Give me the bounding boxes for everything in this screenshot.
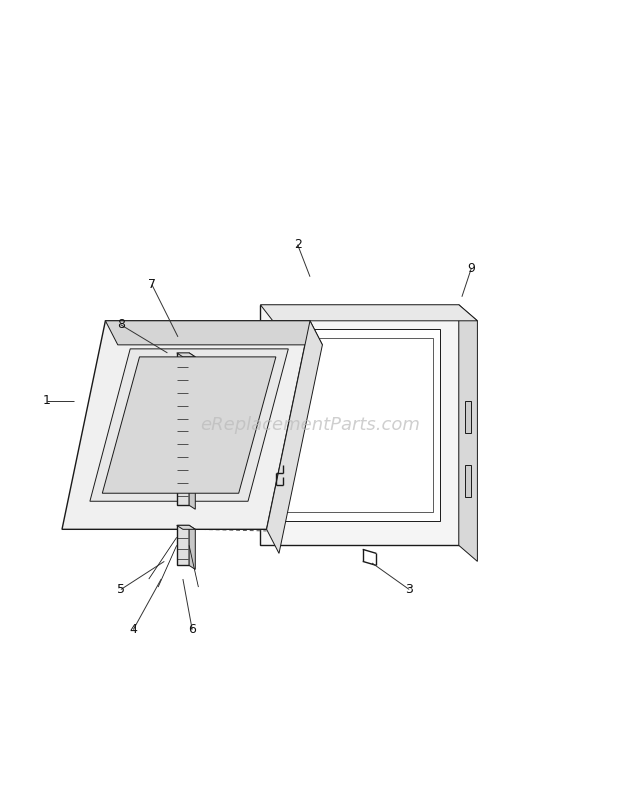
Polygon shape <box>267 321 322 553</box>
Text: 9: 9 <box>467 262 475 275</box>
Polygon shape <box>465 465 471 497</box>
Polygon shape <box>279 329 440 521</box>
Polygon shape <box>177 525 189 565</box>
Polygon shape <box>105 321 322 345</box>
Polygon shape <box>260 305 477 321</box>
Text: 5: 5 <box>117 583 125 596</box>
Polygon shape <box>189 353 195 509</box>
Polygon shape <box>177 353 195 357</box>
Text: 1: 1 <box>43 395 50 407</box>
Text: 2: 2 <box>294 238 301 251</box>
Polygon shape <box>177 353 189 505</box>
Polygon shape <box>260 305 459 545</box>
Text: 3: 3 <box>405 583 413 596</box>
Text: 6: 6 <box>188 623 196 636</box>
Text: 8: 8 <box>117 318 125 331</box>
Polygon shape <box>465 401 471 433</box>
Polygon shape <box>90 349 288 501</box>
Polygon shape <box>177 525 195 529</box>
Polygon shape <box>102 357 276 493</box>
Text: 4: 4 <box>130 623 137 636</box>
Polygon shape <box>62 321 310 529</box>
Text: eReplacementParts.com: eReplacementParts.com <box>200 416 420 434</box>
Polygon shape <box>189 525 195 569</box>
Polygon shape <box>459 305 477 561</box>
Text: 7: 7 <box>148 278 156 291</box>
